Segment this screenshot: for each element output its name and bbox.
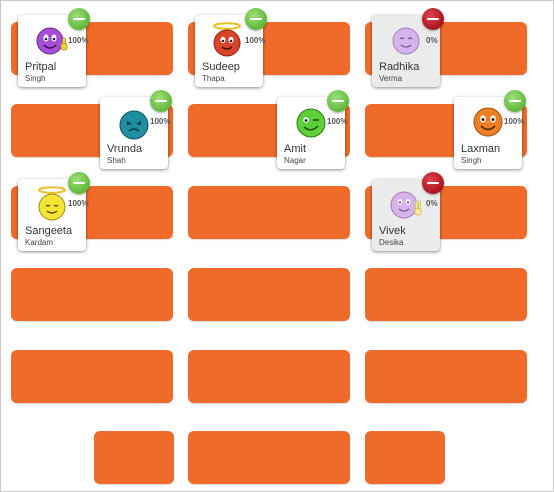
- student-first-name: Sangeeta: [25, 225, 73, 237]
- green-winking-smiley-icon: [296, 108, 326, 138]
- desk-r3-c2[interactable]: [188, 186, 350, 239]
- purple-smiley-icon: [392, 27, 420, 55]
- desk-r4-c1[interactable]: [11, 268, 173, 321]
- red-angel-smiley-icon: [213, 22, 241, 57]
- student-last-name: Nagar: [284, 156, 306, 165]
- student-first-name: Radhika: [379, 61, 420, 73]
- attendance-status-present-icon[interactable]: [504, 90, 526, 112]
- desk-r5-c1[interactable]: [11, 350, 173, 403]
- attendance-percent: 100%: [245, 36, 266, 45]
- student-first-name: Pritpal: [25, 61, 57, 73]
- purple-smiley-thumbs-up-icon: [36, 27, 68, 55]
- attendance-status-present-icon[interactable]: [150, 90, 172, 112]
- student-last-name: Desika: [379, 238, 404, 247]
- attendance-percent: 100%: [150, 117, 171, 126]
- attendance-status-absent-icon[interactable]: [422, 8, 444, 30]
- student-first-name: Amit: [284, 143, 306, 155]
- student-first-name: Vrunda: [107, 143, 143, 155]
- student-card-vrunda[interactable]: Vrunda Shah: [100, 97, 168, 169]
- student-last-name: Verma: [379, 74, 403, 83]
- attendance-status-present-icon[interactable]: [327, 90, 349, 112]
- student-first-name: Laxman: [461, 143, 501, 155]
- attendance-status-present-icon[interactable]: [68, 8, 90, 30]
- desk-r6-c1[interactable]: [94, 431, 174, 484]
- student-last-name: Kardam: [25, 238, 54, 247]
- attendance-percent: 100%: [68, 199, 89, 208]
- desk-r5-c3[interactable]: [365, 350, 527, 403]
- desk-r4-c3[interactable]: [365, 268, 527, 321]
- attendance-percent: 100%: [68, 36, 89, 45]
- attendance-percent: 0%: [426, 199, 438, 208]
- desk-r5-c2[interactable]: [188, 350, 350, 403]
- desk-r6-c3[interactable]: [365, 431, 445, 484]
- yellow-angel-smiley-icon: [38, 186, 66, 221]
- attendance-percent: 0%: [426, 36, 438, 45]
- desk-r6-c2[interactable]: [188, 431, 350, 484]
- student-last-name: Singh: [461, 156, 482, 165]
- purple-smiley-peace-icon: [390, 191, 422, 219]
- student-first-name: Sudeep: [202, 61, 240, 73]
- orange-smiley-icon: [473, 107, 503, 137]
- attendance-status-absent-icon[interactable]: [422, 172, 444, 194]
- student-last-name: Singh: [25, 74, 46, 83]
- attendance-percent: 100%: [504, 117, 525, 126]
- student-card-vivek[interactable]: Vivek Desika: [372, 179, 440, 251]
- student-last-name: Thapa: [202, 74, 225, 83]
- student-card-laxman[interactable]: Laxman Singh: [454, 97, 522, 169]
- attendance-status-present-icon[interactable]: [68, 172, 90, 194]
- student-first-name: Vivek: [379, 225, 406, 237]
- desk-r4-c2[interactable]: [188, 268, 350, 321]
- attendance-percent: 100%: [327, 117, 348, 126]
- student-last-name: Shah: [107, 156, 126, 165]
- teal-smiley-icon: [119, 110, 149, 140]
- attendance-status-present-icon[interactable]: [245, 8, 267, 30]
- student-card-sangeeta[interactable]: Sangeeta Kardam: [18, 179, 86, 251]
